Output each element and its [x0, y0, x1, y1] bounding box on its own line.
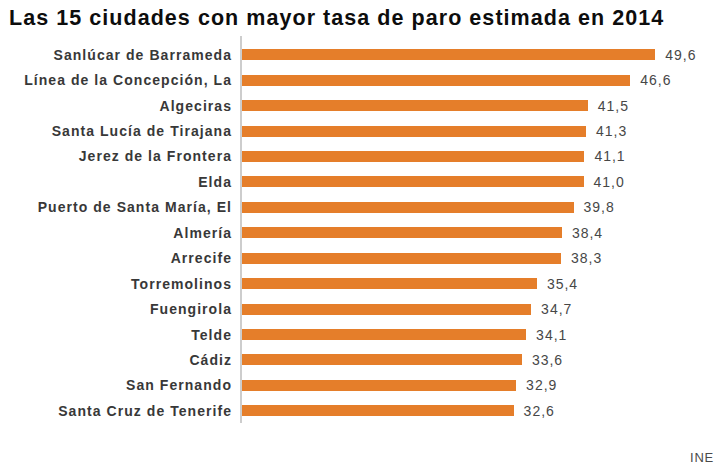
city-label: Fuengirola	[0, 301, 232, 317]
unemployment-bar	[242, 253, 561, 264]
chart-row: Almería 38,4	[0, 220, 720, 245]
city-label: Telde	[0, 327, 232, 343]
unemployment-bar	[242, 100, 588, 111]
unemployment-bar	[242, 354, 522, 365]
unemployment-bar	[242, 304, 531, 315]
value-label: 41,0	[594, 174, 625, 190]
city-label: San Fernando	[0, 377, 232, 393]
value-label: 41,3	[596, 123, 627, 139]
city-label: Elda	[0, 174, 232, 190]
chart-row: Cádiz 33,6	[0, 347, 720, 372]
value-label: 32,6	[524, 403, 555, 419]
unemployment-bar	[242, 202, 574, 213]
chart-row: Algeciras 41,5	[0, 93, 720, 118]
chart-row: Línea de la Concepción, La 46,6	[0, 67, 720, 92]
value-label: 46,6	[640, 72, 671, 88]
chart-title: Las 15 ciudades con mayor tasa de paro e…	[9, 6, 664, 31]
chart-row: Torremolinos 35,4	[0, 271, 720, 296]
chart-row: Jerez de la Frontera 41,1	[0, 144, 720, 169]
value-label: 35,4	[547, 276, 578, 292]
chart-row: San Fernando 32,9	[0, 373, 720, 398]
value-label: 41,1	[594, 148, 625, 164]
chart-row: Telde 34,1	[0, 322, 720, 347]
city-label: Arrecife	[0, 250, 232, 266]
city-label: Jerez de la Frontera	[0, 148, 232, 164]
value-label: 41,5	[598, 98, 629, 114]
unemployment-bar	[242, 126, 586, 137]
chart-row: Arrecife 38,3	[0, 246, 720, 271]
value-label: 39,8	[584, 199, 615, 215]
city-label: Santa Lucía de Tirajana	[0, 123, 232, 139]
value-label: 38,4	[572, 225, 603, 241]
chart-row: Sanlúcar de Barrameda 49,6	[0, 42, 720, 67]
source-label: INE	[690, 450, 714, 465]
city-label: Cádiz	[0, 352, 232, 368]
value-label: 34,7	[541, 301, 572, 317]
value-label: 34,1	[536, 327, 567, 343]
chart-row: Santa Cruz de Tenerife 32,6	[0, 398, 720, 423]
city-label: Torremolinos	[0, 276, 232, 292]
city-label: Puerto de Santa María, El	[0, 199, 232, 215]
unemployment-bar	[242, 75, 630, 86]
unemployment-bar	[242, 278, 537, 289]
chart-row: Fuengirola 34,7	[0, 296, 720, 321]
city-label: Línea de la Concepción, La	[0, 72, 232, 88]
chart-row: Puerto de Santa María, El 39,8	[0, 195, 720, 220]
value-label: 33,6	[532, 352, 563, 368]
city-label: Sanlúcar de Barrameda	[0, 47, 232, 63]
unemployment-bar	[242, 49, 655, 60]
plot-rows: Sanlúcar de Barrameda 49,6 Línea de la Con…	[0, 42, 720, 424]
value-label: 32,9	[526, 377, 557, 393]
city-label: Santa Cruz de Tenerife	[0, 403, 232, 419]
unemployment-bar	[242, 151, 584, 162]
value-label: 38,3	[571, 250, 602, 266]
unemployment-bar	[242, 405, 514, 416]
city-label: Almería	[0, 225, 232, 241]
chart-row: Santa Lucía de Tirajana 41,3	[0, 118, 720, 143]
city-label: Algeciras	[0, 98, 232, 114]
value-label: 49,6	[665, 47, 696, 63]
unemployment-bar	[242, 176, 584, 187]
chart-row: Elda 41,0	[0, 169, 720, 194]
unemployment-bar	[242, 329, 526, 340]
unemployment-bar	[242, 227, 562, 238]
unemployment-bar	[242, 380, 516, 391]
